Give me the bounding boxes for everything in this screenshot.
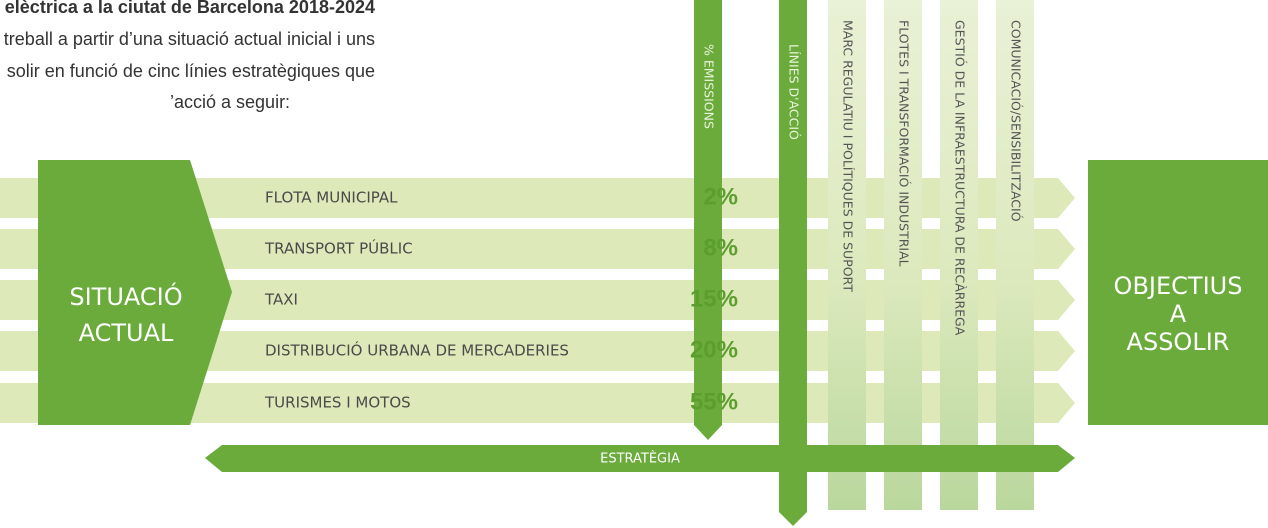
intro-line: ’acció a seguir: [170,92,290,112]
row-emission: 20% [690,336,738,363]
left-box-text: SITUACIÓ [69,281,182,311]
row-emission: 8% [703,234,738,261]
right-box [1088,160,1268,425]
strategy-text: ESTRATÈGIA [600,451,680,467]
right-box-text: OBJECTIUS [1114,272,1243,300]
intro-line: treball a partir d’una situació actual i… [4,29,375,49]
intro-line: at elèctrica a la ciutat de Barcelona 20… [0,0,375,17]
row-emission: 55% [690,388,738,415]
row-label: TRANSPORT PÚBLIC [264,239,413,258]
action-line-text: GESTIÓ DE LA INFRAESTRUCTURA DE RECÀRREG… [953,20,968,336]
row-label: TURISMES I MOTOS [264,394,411,412]
left-box [38,160,232,425]
row-label: FLOTA MUNICIPAL [265,189,398,207]
action-line-text: COMUNICACIÓ/SENSIBILITZACIÓ [1009,20,1024,222]
action-line-column [884,0,922,510]
action-column-text: LÍNIES D'ACCIÓ [787,44,802,140]
emissions-column-text: % EMISSIONS [702,44,717,129]
row-emission: 2% [703,183,738,210]
row-emission: 15% [690,285,738,312]
emissions-column [694,0,722,440]
right-box-text: A [1170,300,1187,328]
action-line-text: MARC REGULATIU I POLÍTIQUES DE SUPORT [841,20,856,292]
row-label: TAXI [264,291,298,309]
action-line-column [940,0,978,510]
action-column [779,0,807,526]
row-label: DISTRIBUCIÓ URBANA DE MERCADERIES [265,341,569,360]
right-box-text: ASSOLIR [1127,328,1230,356]
action-line-text: FLOTES I TRANSFORMACIÓ INDUSTRIAL [897,20,912,267]
left-box-text: ACTUAL [79,319,174,347]
action-line-column [828,0,866,510]
action-line-column [996,0,1034,510]
intro-line: solir en funció de cinc línies estratègi… [7,61,375,81]
strategy-arrow [205,445,1075,472]
